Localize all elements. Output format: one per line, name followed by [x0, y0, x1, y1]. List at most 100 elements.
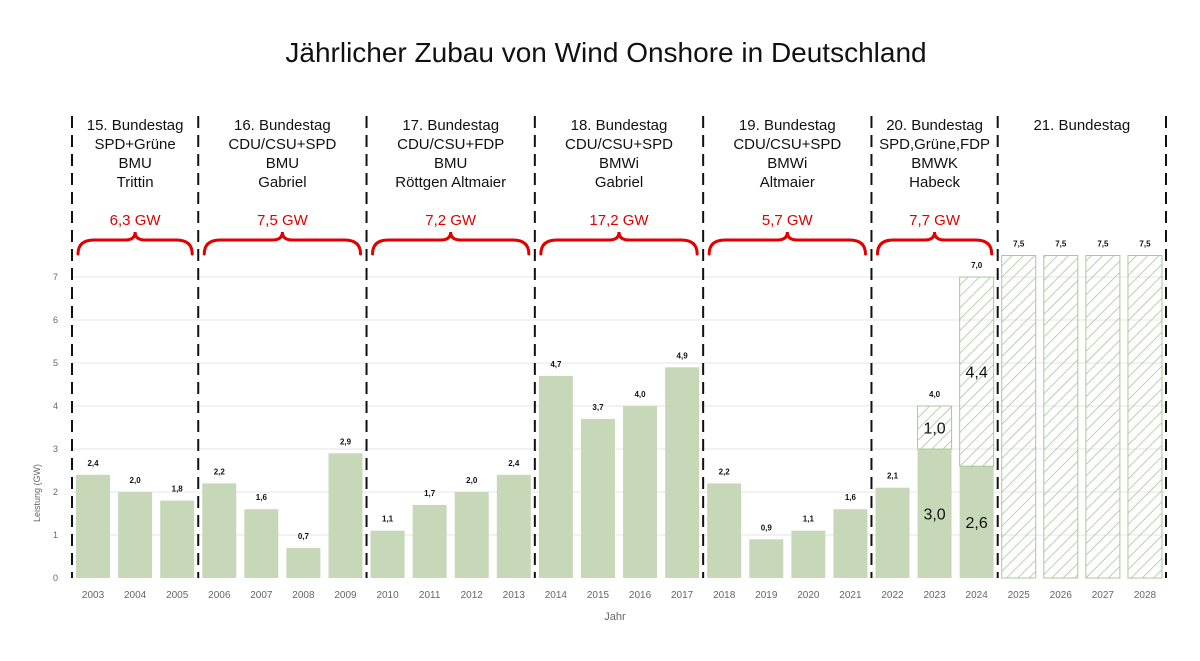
value-label-2021: 1,6 [845, 493, 857, 502]
period-header-line: Gabriel [258, 174, 306, 191]
hatched-bar-2025 [1001, 255, 1037, 579]
period-header-line: BMU [266, 155, 299, 172]
period-header-line: BMU [118, 155, 151, 172]
bar-2008 [286, 547, 321, 578]
value-label-2006: 2,2 [214, 467, 226, 476]
x-tick-label-2012: 2012 [461, 590, 484, 601]
x-tick-label-2019: 2019 [755, 590, 778, 601]
period-brace [202, 231, 363, 256]
period-header-line: 16. Bundestag [234, 117, 331, 134]
bar-2021 [833, 509, 868, 578]
period-header-line: CDU/CSU+SPD [733, 136, 841, 153]
value-label-2025: 7,5 [1013, 240, 1025, 249]
x-tick-label-2003: 2003 [82, 590, 105, 601]
x-tick-label-2028: 2028 [1134, 590, 1157, 601]
x-tick-label-2010: 2010 [376, 590, 399, 601]
bar-2009 [328, 453, 363, 578]
bar-2020 [791, 530, 826, 578]
value-label-2023: 4,0 [929, 390, 941, 399]
inner-label-hatched-2024: 4,4 [966, 365, 988, 382]
bar-2007 [244, 509, 279, 578]
period-header-line: CDU/CSU+SPD [565, 136, 673, 153]
period-total: 17,2 GW [589, 212, 649, 229]
bar-2018 [707, 483, 742, 578]
x-tick-label-2007: 2007 [250, 590, 273, 601]
period-header-line: Altmaier [760, 174, 815, 191]
y-tick-label: 3 [53, 444, 58, 454]
x-tick-label-2025: 2025 [1008, 590, 1031, 601]
period-total: 5,7 GW [762, 212, 814, 229]
chart-title: Jährlicher Zubau von Wind Onshore in Deu… [285, 37, 926, 68]
x-tick-label-2020: 2020 [797, 590, 820, 601]
inner-label-solid-2023: 3,0 [923, 507, 945, 524]
x-tick-label-2013: 2013 [503, 590, 526, 601]
x-tick-label-2016: 2016 [629, 590, 652, 601]
value-label-2012: 2,0 [466, 476, 478, 485]
period-header-line: 18. Bundestag [571, 117, 668, 134]
value-label-2010: 1,1 [382, 515, 394, 524]
value-label-2011: 1,7 [424, 489, 436, 498]
x-tick-label-2009: 2009 [334, 590, 357, 601]
period-brace [875, 231, 994, 256]
y-tick-label: 7 [53, 272, 58, 282]
period-total: 7,2 GW [425, 212, 477, 229]
value-label-2022: 2,1 [887, 472, 899, 481]
value-label-2027: 7,5 [1097, 240, 1109, 249]
period-header-line: BMWK [911, 155, 958, 172]
value-label-2005: 1,8 [172, 485, 184, 494]
bar-2016 [623, 406, 658, 578]
x-tick-label-2018: 2018 [713, 590, 736, 601]
y-tick-label: 4 [53, 401, 58, 411]
hatched-bar-2023 [917, 405, 953, 450]
value-label-2026: 7,5 [1055, 240, 1067, 249]
period-brace [76, 231, 194, 256]
hatched-bar-2026 [1043, 255, 1079, 579]
period-header-line: BMWi [767, 155, 807, 172]
inner-label-solid-2024: 2,6 [966, 515, 988, 532]
x-tick-label-2006: 2006 [208, 590, 231, 601]
y-axis-title: Leistung (GW) [32, 464, 42, 522]
value-label-2028: 7,5 [1139, 240, 1151, 249]
value-label-2018: 2,2 [719, 467, 731, 476]
bar-2010 [370, 530, 405, 578]
hatched-bar-2024 [959, 276, 995, 467]
bar-2011 [412, 504, 447, 578]
bar-2005 [160, 500, 195, 578]
period-header-line: 17. Bundestag [402, 117, 499, 134]
x-tick-label-2022: 2022 [881, 590, 904, 601]
bar-2006 [202, 483, 237, 578]
y-tick-label: 2 [53, 487, 58, 497]
inner-label-hatched-2023: 1,0 [923, 421, 945, 438]
x-tick-label-2014: 2014 [545, 590, 568, 601]
bar-2004 [118, 492, 153, 578]
bar-2019 [749, 539, 784, 578]
value-label-2008: 0,7 [298, 532, 310, 541]
value-label-2007: 1,6 [256, 493, 268, 502]
value-label-2016: 4,0 [634, 390, 646, 399]
period-header-line: 15. Bundestag [87, 117, 184, 134]
value-label-2024: 7,0 [971, 261, 983, 270]
period-header-line: BMWi [599, 155, 639, 172]
period-header-line: Habeck [909, 174, 960, 191]
value-label-2004: 2,0 [130, 476, 142, 485]
period-brace [707, 231, 867, 256]
period-total: 6,3 GW [110, 212, 162, 229]
x-tick-label-2005: 2005 [166, 590, 189, 601]
period-total: 7,7 GW [909, 212, 961, 229]
x-tick-label-2015: 2015 [587, 590, 610, 601]
bar-2003 [76, 474, 111, 578]
x-tick-label-2004: 2004 [124, 590, 147, 601]
period-header-line: 21. Bundestag [1033, 117, 1130, 134]
period-header-line: 20. Bundestag [886, 117, 983, 134]
x-tick-label-2027: 2027 [1092, 590, 1115, 601]
period-header-line: CDU/CSU+FDP [397, 136, 504, 153]
bar-2015 [580, 418, 615, 578]
x-tick-label-2024: 2024 [966, 590, 989, 601]
period-total: 7,5 GW [257, 212, 309, 229]
labels-layer: 2,4 2003 2,0 2004 1,8 2005 2,2 2006 1,6 2007 0,7 20… [82, 240, 1157, 602]
bar-2017 [665, 367, 700, 578]
bar-2013 [496, 474, 531, 578]
period-header-line: Trittin [117, 174, 154, 191]
x-tick-label-2026: 2026 [1050, 590, 1073, 601]
